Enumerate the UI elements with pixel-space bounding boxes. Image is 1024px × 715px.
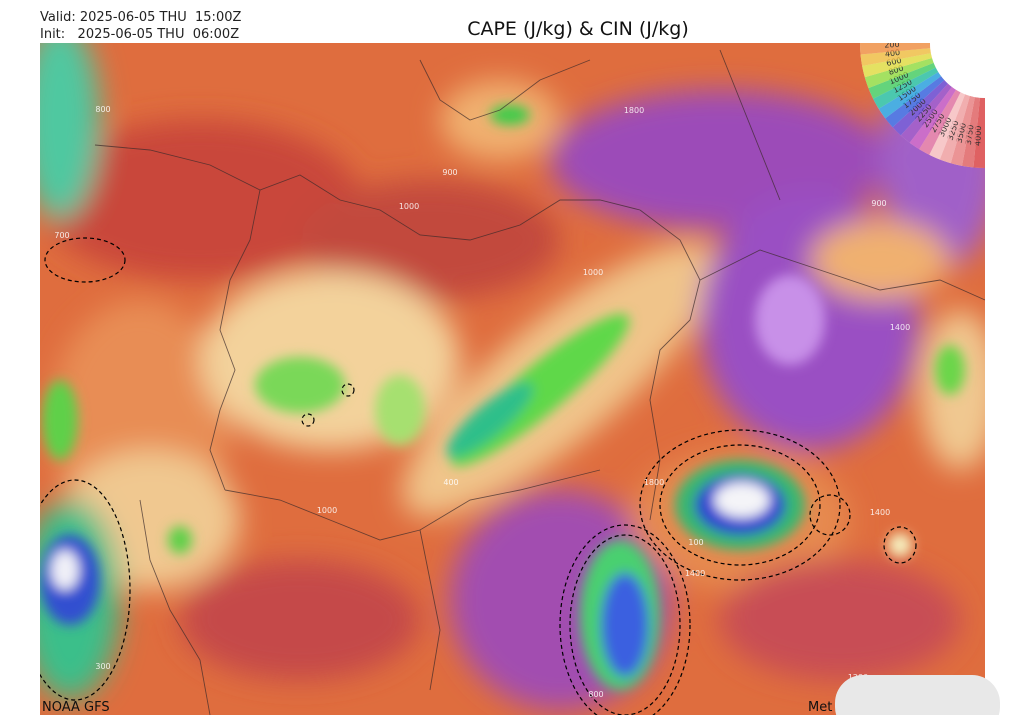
cin-contour <box>659 444 821 566</box>
cin-contour <box>301 413 315 427</box>
cin-contour <box>40 479 131 701</box>
contour-label: 900 <box>871 199 886 208</box>
cin-contour <box>883 526 917 564</box>
legend-wedge <box>973 97 985 168</box>
legend-wedge <box>962 97 980 168</box>
border <box>139 499 211 715</box>
field-core <box>446 382 534 458</box>
legend-wheel: 4000375035003250300027502500225020001750… <box>860 40 985 168</box>
field-core <box>601 573 649 677</box>
field-core <box>168 526 192 554</box>
border <box>419 529 441 691</box>
contour-label: 300 <box>95 662 110 671</box>
legend-label: 400 <box>884 48 900 59</box>
legend-wedge <box>909 86 957 150</box>
borders <box>94 49 985 715</box>
contour-label: 1000 <box>317 506 337 515</box>
watermark: Met <box>808 700 832 715</box>
legend-wedge <box>864 58 934 89</box>
cin-contour <box>559 524 691 715</box>
legend-label: 4000 <box>973 125 983 146</box>
cin-contour <box>44 237 126 283</box>
cin-contour <box>341 383 355 397</box>
legend-wedge <box>873 67 939 109</box>
cin-contour <box>569 534 681 715</box>
contour-label: 400 <box>443 478 458 487</box>
field-blob <box>300 180 560 300</box>
legend-wedge <box>900 83 952 143</box>
legend-wedge <box>892 80 948 136</box>
field-core <box>490 105 530 125</box>
legend-wedge <box>950 95 975 166</box>
field-blob <box>180 560 420 680</box>
field-blob <box>810 220 950 300</box>
legend-wedge <box>868 62 936 99</box>
legend-center <box>930 43 985 98</box>
legend-wedge <box>919 89 961 155</box>
field-core <box>714 482 770 518</box>
field-core <box>51 550 79 590</box>
contour-label: 1400 <box>685 569 705 578</box>
contour-label: 1000 <box>399 202 419 211</box>
init-time: Init: 2025-06-05 THU 06:00Z <box>40 27 239 42</box>
legend-wedge <box>929 92 966 160</box>
legend-label: 200 <box>884 40 900 50</box>
field-core <box>255 357 345 413</box>
field-core <box>888 533 912 557</box>
border <box>209 189 261 491</box>
map-area: 800 900 1000 1800 1000 900 1400 700 400 1800 1000 1… <box>40 40 985 715</box>
border <box>639 209 701 521</box>
field-blob <box>720 560 960 680</box>
legend-wedge <box>860 48 931 66</box>
legend-wedge <box>885 76 945 128</box>
contour-label: 100 <box>688 538 703 547</box>
overlay-button[interactable] <box>835 675 1000 715</box>
cin-contours <box>40 237 917 715</box>
valid-time: Valid: 2025-06-05 THU 15:00Z <box>40 10 241 25</box>
legend-wedge <box>862 53 933 78</box>
legend-wedge <box>860 43 931 55</box>
contour-label: 1400 <box>870 508 890 517</box>
field-blob <box>920 310 985 470</box>
field-blob <box>40 43 100 220</box>
cin-contour <box>809 494 851 536</box>
legend-wedge <box>939 94 970 164</box>
contour-label: 1400 <box>890 323 910 332</box>
field-core <box>755 275 825 365</box>
border <box>94 144 641 241</box>
field-core <box>935 345 965 395</box>
contour-label: 800 <box>95 105 110 114</box>
cin-contour <box>639 429 841 581</box>
contour-label: 900 <box>442 168 457 177</box>
legend-wedge <box>878 71 942 119</box>
border <box>699 249 985 301</box>
contour-label: 1800 <box>644 478 664 487</box>
contour-label: 800 <box>588 690 603 699</box>
legend-label: 3750 <box>964 124 976 145</box>
source-label: NOAA GFS <box>42 700 110 715</box>
field-core <box>42 380 78 460</box>
cape-cores <box>40 105 965 690</box>
contour-label: 1800 <box>624 106 644 115</box>
border <box>419 59 591 121</box>
contour-label: 1000 <box>583 268 603 277</box>
field-blob <box>40 120 360 280</box>
field-core <box>375 375 425 445</box>
map-title: CAPE (J/kg) & CIN (J/kg) <box>467 18 689 40</box>
border <box>719 49 781 201</box>
contour-label: 700 <box>54 231 69 240</box>
